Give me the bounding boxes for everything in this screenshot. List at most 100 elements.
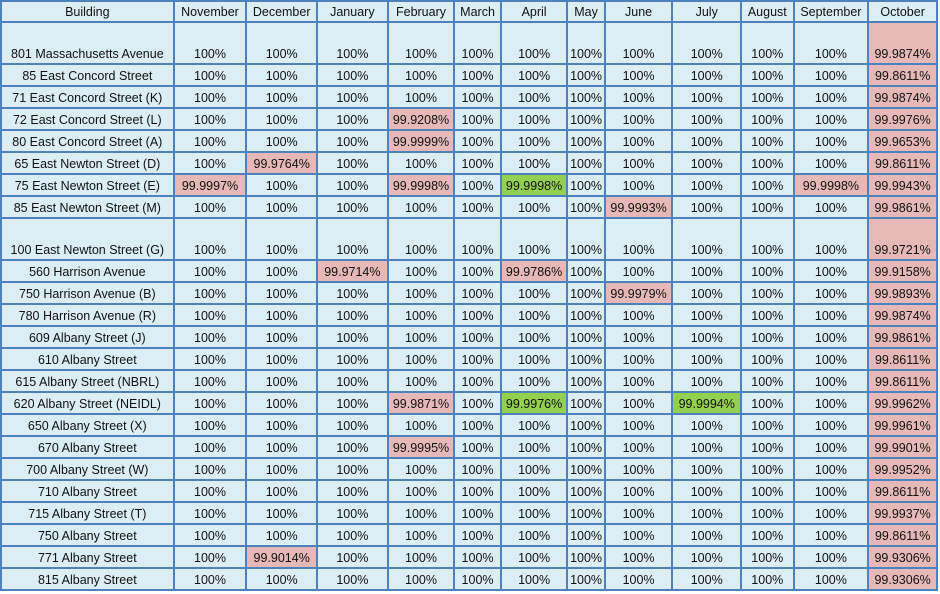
uptime-cell: 100% [671,195,743,219]
uptime-cell: 100% [792,217,870,261]
table-row: 780 Harrison Avenue (R) 100% 100% 100% 100% 1… [0,303,938,327]
uptime-cell: 100% [316,501,389,525]
table-row: 771 Albany Street 100% 99.9014% 100% 100% 100… [0,545,938,569]
header-february: February [386,0,456,23]
uptime-cell: 100% [792,151,870,175]
uptime-cell: 100% [566,63,606,87]
uptime-cell: 100% [316,567,389,591]
uptime-cell: 100% [740,21,795,65]
building-name-cell: 815 Albany Street [0,567,175,591]
uptime-cell: 100% [740,545,795,569]
uptime-cell: 100% [172,63,248,87]
uptime-cell: 100% [671,369,743,393]
uptime-cell: 100% [603,479,674,503]
uptime-cell: 100% [671,63,743,87]
uptime-cell: 100% [386,523,456,547]
uptime-cell: 100% [453,195,502,219]
uptime-cell: 100% [740,217,795,261]
uptime-cell: 100% [792,259,870,283]
uptime-cell: 100% [671,325,743,349]
uptime-cell: 99.9014% [245,545,319,569]
uptime-cell: 100% [792,129,870,153]
uptime-cell: 100% [792,435,870,459]
uptime-cell: 100% [671,151,743,175]
uptime-cell: 100% [566,259,606,283]
building-name-cell: 650 Albany Street (X) [0,413,175,437]
uptime-cell: 100% [172,501,248,525]
uptime-cell: 100% [499,63,569,87]
uptime-cell: 100% [792,523,870,547]
uptime-cell: 100% [245,457,319,481]
uptime-cell: 99.9998% [499,173,569,197]
uptime-cell: 100% [172,567,248,591]
uptime-cell: 100% [245,413,319,437]
uptime-cell: 100% [603,369,674,393]
building-name-cell: 801 Massachusetts Avenue [0,21,175,65]
uptime-cell: 100% [603,63,674,87]
uptime-cell: 100% [245,391,319,415]
uptime-cell: 100% [603,523,674,547]
uptime-cell: 100% [172,391,248,415]
uptime-cell: 100% [566,369,606,393]
uptime-cell: 100% [453,457,502,481]
uptime-cell: 100% [499,107,569,131]
uptime-cell: 100% [671,281,743,305]
uptime-cell: 99.9861% [867,325,938,349]
uptime-cell: 99.9861% [867,195,938,219]
uptime-cell: 100% [172,347,248,371]
uptime-cell: 99.9976% [867,107,938,131]
uptime-cell: 100% [172,281,248,305]
table-row: 75 East Newton Street (E) 99.9997% 100% 100… [0,173,938,197]
header-july: July [671,0,743,23]
uptime-cell: 100% [792,107,870,131]
uptime-cell: 99.9979% [603,281,674,305]
uptime-cell: 100% [603,259,674,283]
uptime-cell: 99.9653% [867,129,938,153]
building-name-cell: 750 Harrison Avenue (B) [0,281,175,305]
uptime-cell: 100% [316,85,389,109]
building-name-cell: 71 East Concord Street (K) [0,85,175,109]
uptime-cell: 100% [603,567,674,591]
uptime-cell: 100% [245,325,319,349]
uptime-cell: 100% [453,523,502,547]
uptime-cell: 100% [245,21,319,65]
uptime-cell: 100% [172,303,248,327]
uptime-cell: 100% [566,303,606,327]
uptime-cell: 100% [740,501,795,525]
uptime-cell: 100% [566,391,606,415]
uptime-cell: 99.9871% [386,391,456,415]
uptime-cell: 100% [566,501,606,525]
uptime-cell: 100% [386,567,456,591]
uptime-cell: 99.9998% [386,173,456,197]
uptime-cell: 100% [603,325,674,349]
uptime-cell: 100% [316,107,389,131]
uptime-cell: 100% [172,325,248,349]
uptime-cell: 99.8611% [867,369,938,393]
uptime-cell: 100% [453,347,502,371]
uptime-cell: 100% [603,303,674,327]
uptime-cell: 100% [453,281,502,305]
uptime-cell: 100% [740,413,795,437]
table-row: 750 Albany Street 100% 100% 100% 100% 100% 100… [0,523,938,547]
table-row: 610 Albany Street 100% 100% 100% 100% 100% 100… [0,347,938,371]
uptime-cell: 100% [316,479,389,503]
uptime-cell: 100% [245,195,319,219]
uptime-cell: 100% [245,303,319,327]
uptime-cell: 100% [453,173,502,197]
uptime-cell: 100% [566,479,606,503]
uptime-cell: 99.9998% [792,173,870,197]
uptime-cell: 100% [316,303,389,327]
uptime-cell: 100% [386,195,456,219]
uptime-cell: 100% [499,21,569,65]
uptime-cell: 100% [671,413,743,437]
uptime-cell: 100% [792,413,870,437]
table-row: 65 East Newton Street (D) 100% 99.9764% 100… [0,151,938,175]
uptime-cell: 100% [245,523,319,547]
uptime-cell: 99.9943% [867,173,938,197]
uptime-cell: 99.9874% [867,85,938,109]
header-january: January [316,0,389,23]
uptime-cell: 100% [386,325,456,349]
table-row: 72 East Concord Street (L) 100% 100% 100% 99… [0,107,938,131]
uptime-cell: 100% [453,325,502,349]
uptime-cell: 100% [671,567,743,591]
